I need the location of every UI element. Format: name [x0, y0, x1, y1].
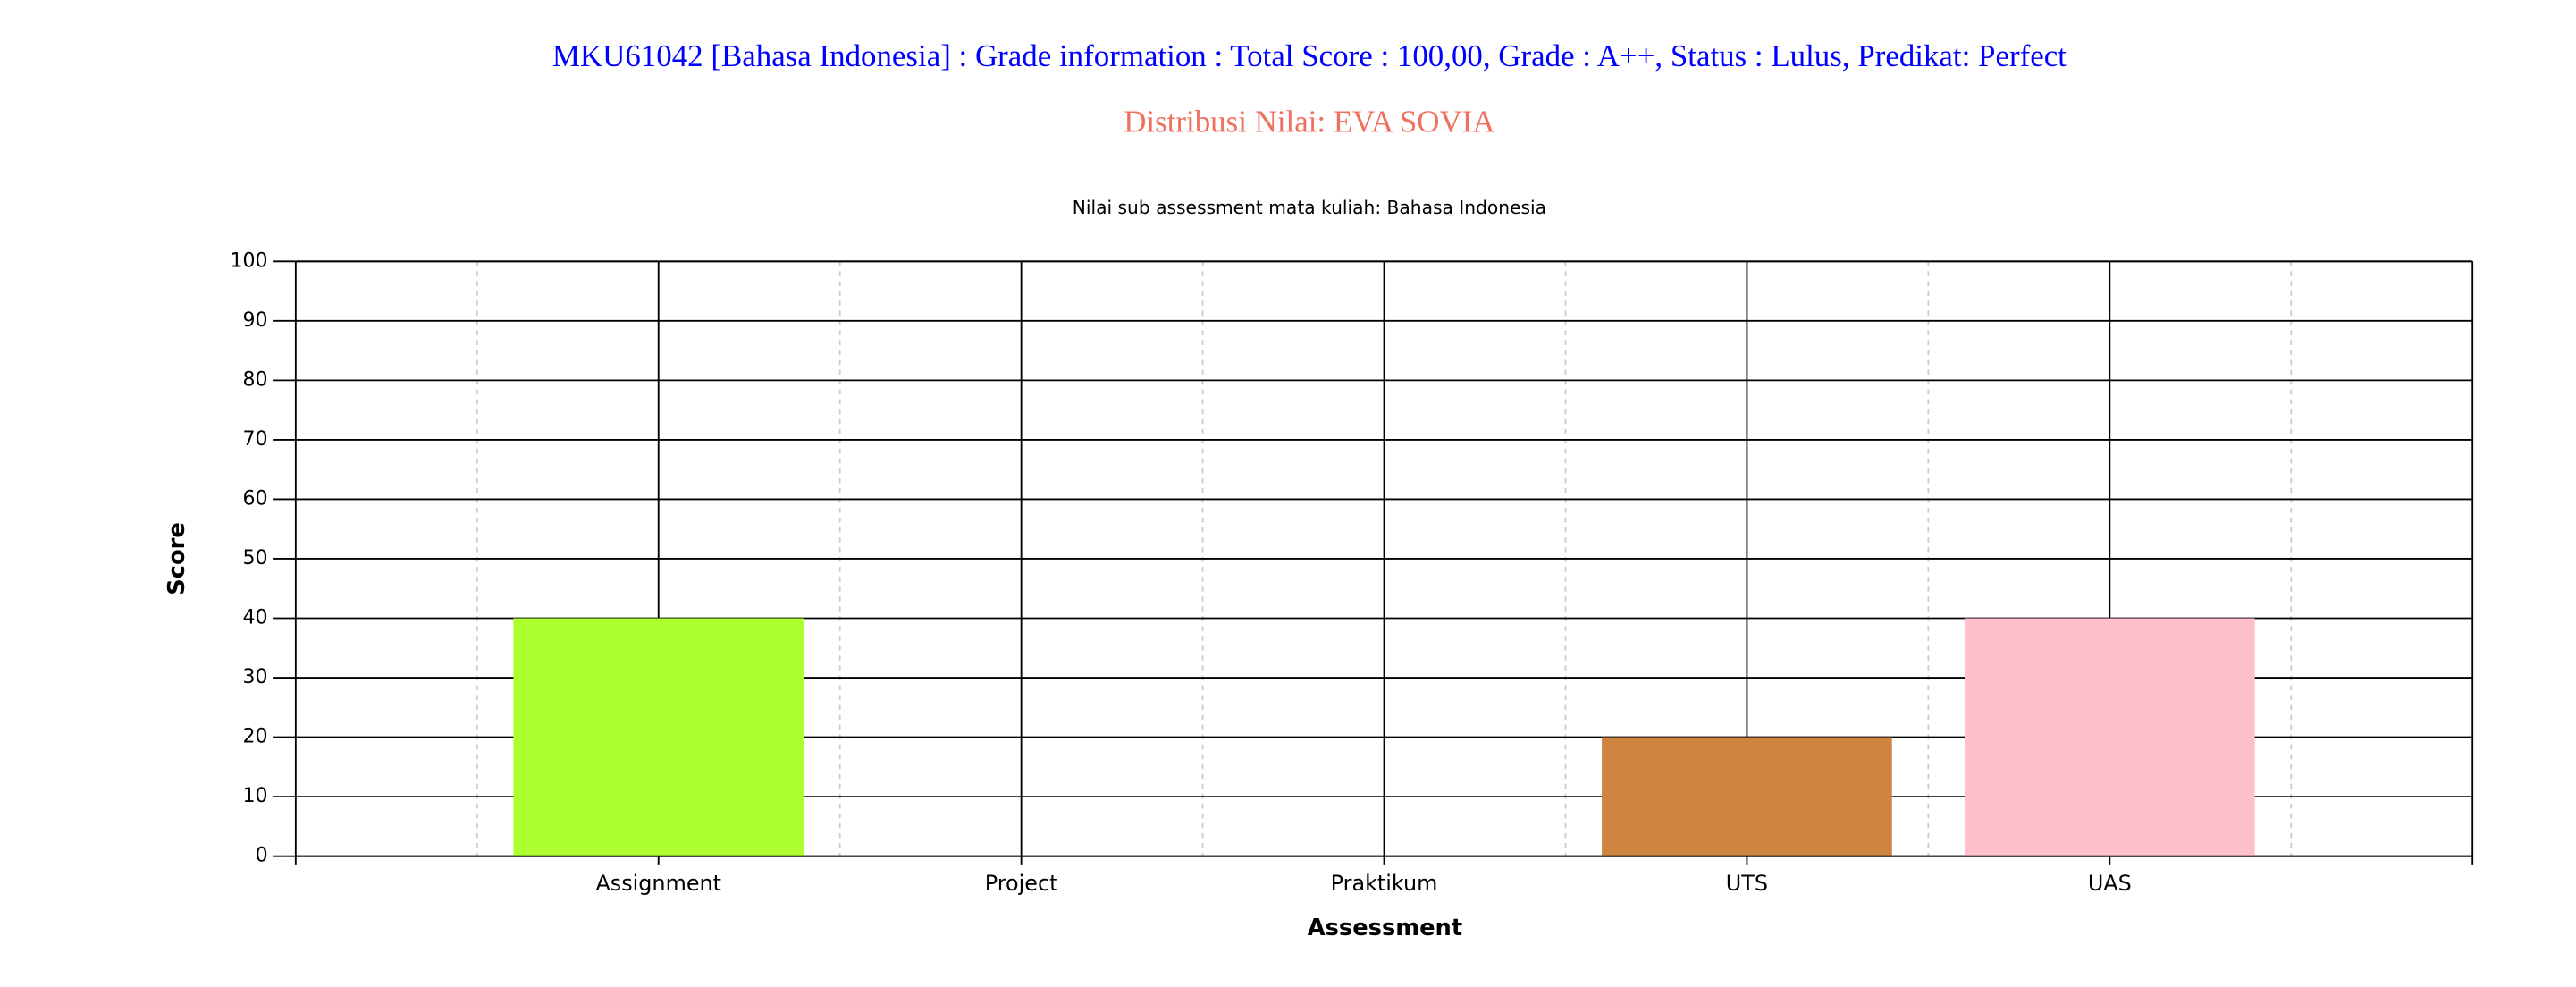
bar [1602, 737, 1892, 856]
y-tick-label: 20 [243, 726, 268, 748]
y-tick-label: 30 [243, 666, 268, 688]
y-tick-label: 0 [256, 845, 268, 867]
x-tick-label: Praktikum [1331, 871, 1438, 896]
x-tick-label: Assignment [595, 871, 721, 896]
x-axis-label: Assessment [1308, 915, 1462, 941]
chart-title: Nilai sub assessment mata kuliah: Bahasa… [1073, 197, 1546, 218]
y-tick-label: 100 [231, 249, 268, 272]
page-subtitle: Distribusi Nilai: EVA SOVIA [1124, 105, 1494, 139]
x-tick-label: Project [985, 871, 1058, 896]
y-tick-label: 60 [243, 487, 268, 510]
bar [1964, 618, 2255, 856]
y-tick-label: 90 [243, 309, 268, 332]
y-tick-label: 10 [243, 785, 268, 807]
y-tick-label: 80 [243, 368, 268, 391]
page-title: MKU61042 [Bahasa Indonesia] : Grade info… [552, 38, 2067, 73]
bar [513, 618, 804, 856]
x-tick-label: UTS [1726, 871, 1768, 896]
y-axis-label: Score [164, 522, 190, 595]
x-tick-label: UAS [2088, 871, 2132, 896]
y-tick-label: 40 [243, 607, 268, 629]
y-tick-label: 50 [243, 547, 268, 569]
y-tick-label: 70 [243, 428, 268, 451]
